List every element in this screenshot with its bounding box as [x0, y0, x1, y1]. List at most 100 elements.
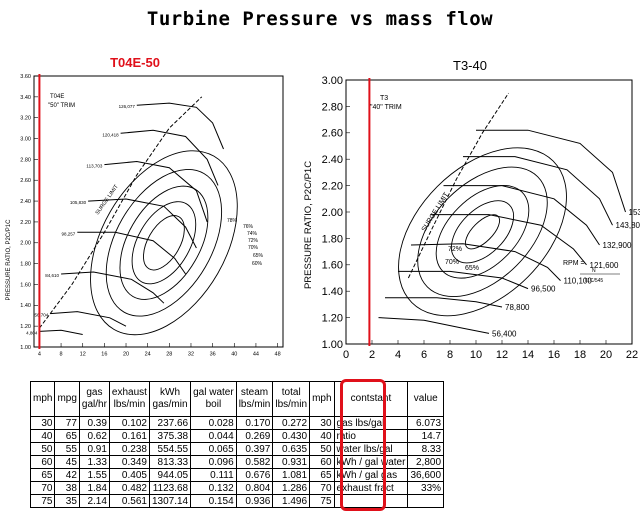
left-y-tick-label: 2.80	[20, 157, 31, 163]
right-y-tick-label: 2.20	[322, 180, 343, 192]
right-y-tick-label: 2.80	[322, 101, 343, 113]
right-speed-line	[430, 214, 587, 266]
left-plot-frame	[33, 75, 284, 348]
table-cell: 70	[309, 481, 335, 495]
table-row: 60 45 1.33 0.349 813.33 0.096 0.582 0.931 60 kWh …	[29, 455, 445, 469]
table-cell: 75	[309, 494, 335, 508]
table-header-8: mph	[309, 381, 335, 417]
left-eff-78: 78%	[227, 218, 238, 224]
right-x-tick-label: 12	[496, 349, 508, 361]
table-cell: 0.161	[108, 429, 150, 443]
table-cell: kWh / gal gas	[333, 468, 409, 482]
table-cell: kWh / gal water	[333, 455, 409, 469]
table-cell: 0.91	[78, 442, 110, 456]
left-efficiency-island	[119, 185, 209, 300]
table-cell: 75	[29, 494, 56, 508]
table-cell: 38	[54, 481, 80, 495]
table-cell: 1123.68	[148, 481, 192, 495]
left-x-tick-label: 8	[60, 352, 63, 358]
table-cell: gas lbs/gal	[333, 416, 409, 430]
left-x-tick-label: 36	[210, 352, 216, 358]
table-cell: 375.38	[148, 429, 192, 443]
table-cell: 0.582	[235, 455, 274, 469]
left-y-tick-label: 2.40	[20, 199, 31, 205]
right-efficiency-island	[435, 185, 530, 279]
right-x-tick-label: 0	[343, 349, 349, 361]
table-cell: 0.430	[272, 429, 311, 443]
table-cell: 6.073	[407, 416, 445, 430]
table-cell: 0.065	[190, 442, 237, 456]
table-cell: 0.269	[235, 429, 274, 443]
left-efficiency-island	[131, 201, 197, 285]
table-cell: 944.05	[148, 468, 192, 482]
table-cell: 0.272	[272, 416, 311, 430]
left-speed-line	[104, 160, 208, 223]
table-cell: 1.081	[272, 468, 311, 482]
table-cell: 237.66	[148, 416, 192, 430]
table-cell: 0.635	[272, 442, 311, 456]
left-efficiency-island	[143, 215, 185, 271]
right-y-axis-label: PRESSURE RATIO, P2C/P1C	[303, 161, 314, 289]
table-cell: 65	[29, 468, 56, 482]
right-efficiency-island	[398, 147, 567, 317]
left-x-tick-label: 48	[275, 352, 281, 358]
left-eff-65: 65%	[253, 253, 264, 259]
right-speed-line	[463, 156, 613, 226]
left-x-tick-label: 16	[101, 352, 107, 358]
left-speed-label: 56,704	[34, 313, 48, 318]
right-speed-label: 56,400	[492, 329, 517, 338]
right-rpm-denominator: T1C/545	[584, 278, 603, 284]
right-speed-line	[443, 185, 600, 246]
left-x-tick-label: 4	[38, 352, 41, 358]
right-speed-label: 121,600	[590, 261, 619, 270]
table-cell: 1.55	[78, 468, 110, 482]
table-cell: 50	[29, 442, 56, 456]
table-row: 70 38 1.84 0.482 1123.68 0.132 0.804 1.286 70 exh…	[29, 481, 445, 495]
table-cell: 60	[309, 455, 335, 469]
left-eff-76: 76%	[243, 224, 254, 230]
table-cell: 0.931	[272, 455, 311, 469]
table-cell: 33%	[407, 481, 445, 495]
table-cell: 1.84	[78, 481, 110, 495]
table-cell: 0.936	[235, 494, 274, 508]
table-cell: 30	[309, 416, 335, 430]
right-speed-label: 96,500	[531, 285, 556, 294]
right-chart-heading: T3-40	[453, 58, 487, 73]
table-header-3: exhaust lbs/min	[108, 381, 150, 417]
right-speed-label: 110,100	[564, 277, 593, 286]
right-y-tick-label: 1.40	[322, 286, 343, 298]
right-speed-line	[398, 270, 529, 290]
table-cell: 0.044	[190, 429, 237, 443]
table-cell	[333, 494, 409, 508]
right-y-tick-label: 2.60	[322, 128, 343, 140]
table-cell: 70	[29, 481, 56, 495]
left-speed-label: 120,418	[102, 132, 119, 137]
table-cell: 0.111	[190, 468, 237, 482]
left-y-tick-label: 3.20	[20, 116, 31, 122]
table-header-1: mpg	[54, 381, 80, 417]
table-cell: 2.14	[78, 494, 110, 508]
right-x-tick-label: 6	[421, 349, 427, 361]
table-cell: 0.676	[235, 468, 274, 482]
left-y-tick-label: 3.60	[20, 74, 31, 80]
table-cell: exhaust fract	[333, 481, 409, 495]
right-speed-label: 132,900	[603, 241, 632, 250]
left-model-label: T04E	[50, 94, 64, 100]
table-cell: 813.33	[148, 455, 192, 469]
table-header-9: contstant	[333, 381, 409, 417]
table-cell	[407, 494, 445, 508]
right-x-tick-label: 18	[574, 349, 586, 361]
page-title: Turbine Pressure vs mass flow	[146, 8, 494, 30]
t3-compressor-map: T3-40 1.00 1.20 1.40 1.60 1.80 2.00 2.20 2.40 2.…	[303, 58, 640, 361]
right-speed-line	[410, 243, 561, 281]
table-cell: 0.096	[190, 455, 237, 469]
left-x-tick-label: 24	[145, 352, 151, 358]
table-cell: 0.397	[235, 442, 274, 456]
table-cell: 42	[54, 468, 80, 482]
table-row: 75 35 2.14 0.561 1307.14 0.154 0.936 1.496 75	[29, 494, 445, 508]
table-cell: 2,800	[407, 455, 445, 469]
table-cell: 1.286	[272, 481, 311, 495]
right-y-tick-label: 3.00	[322, 75, 343, 87]
right-speed-line	[476, 129, 626, 213]
left-x-tick-label: 40	[231, 352, 237, 358]
